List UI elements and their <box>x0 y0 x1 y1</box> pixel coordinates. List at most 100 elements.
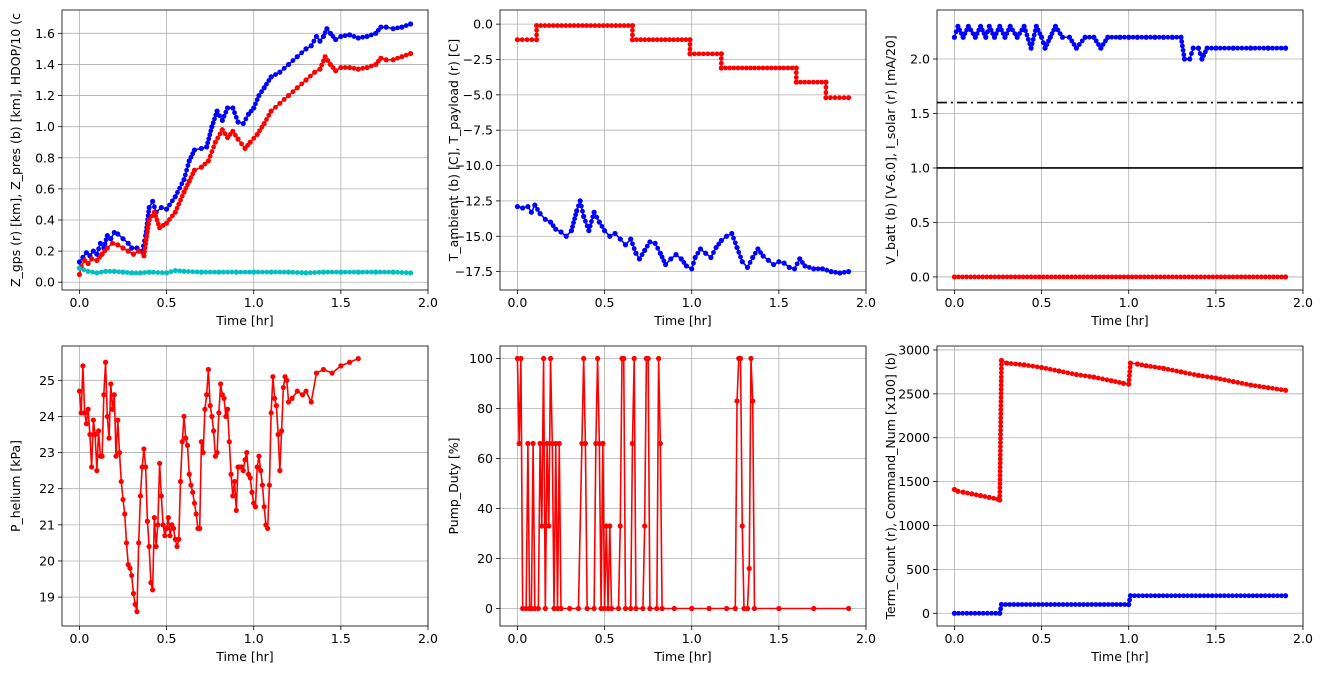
data-point <box>191 147 198 153</box>
data-point <box>1038 364 1045 371</box>
y-axis-label: P_helium [kPa] <box>8 440 23 532</box>
y-tick-label: 1000 <box>898 518 930 533</box>
data-point <box>1246 274 1252 280</box>
y-tick-label: 0.6 <box>35 181 55 196</box>
data-point <box>798 79 803 85</box>
data-point <box>662 261 669 268</box>
data-point <box>159 270 165 276</box>
data-point <box>211 144 217 150</box>
y-tick-label: −17.5 <box>455 264 493 279</box>
data-point <box>1239 380 1245 386</box>
data-point <box>687 37 693 43</box>
data-point <box>307 73 313 79</box>
data-point <box>621 355 627 362</box>
data-point <box>746 565 752 572</box>
x-tick-label: 1.5 <box>769 295 789 310</box>
data-point <box>205 366 211 373</box>
data-point <box>1028 45 1034 51</box>
data-point <box>962 31 968 37</box>
data-point <box>617 23 623 28</box>
data-point <box>155 221 161 227</box>
data-point <box>535 605 541 612</box>
x-tick-label: 1.5 <box>1206 631 1226 646</box>
data-point <box>212 269 217 275</box>
data-point <box>696 51 702 57</box>
data-point <box>1127 593 1134 599</box>
data-point <box>645 355 651 362</box>
series-red <box>951 357 1289 503</box>
data-point <box>1127 369 1133 374</box>
data-point <box>151 515 157 521</box>
data-point <box>534 37 540 43</box>
x-tick-label: 0.0 <box>69 295 89 310</box>
data-point <box>407 270 414 276</box>
y-tick-label: 0.4 <box>35 213 55 228</box>
data-point <box>148 580 154 586</box>
data-point <box>185 269 191 274</box>
data-point <box>973 492 979 498</box>
data-point <box>266 482 272 488</box>
data-point <box>683 37 689 43</box>
y-tick-label: 20 <box>477 551 493 566</box>
data-point <box>571 220 576 226</box>
data-point <box>732 605 738 612</box>
data-point <box>546 23 552 28</box>
series-red <box>76 50 414 278</box>
data-point <box>153 213 159 219</box>
data-point <box>137 270 144 276</box>
data-point <box>111 268 117 274</box>
axes-frame <box>61 345 429 627</box>
data-point <box>141 253 147 259</box>
data-point <box>312 69 318 75</box>
data-point <box>837 95 842 101</box>
data-point <box>1258 593 1264 599</box>
data-point <box>167 217 172 222</box>
data-point <box>621 23 627 28</box>
series-line <box>516 357 849 610</box>
data-point <box>144 518 150 524</box>
plot-area <box>951 23 1289 280</box>
y-tick-label: 100 <box>469 351 493 366</box>
data-point <box>76 271 83 278</box>
y-tick-label: 1.4 <box>35 57 55 72</box>
data-point <box>211 428 217 434</box>
data-point <box>188 154 194 160</box>
data-point <box>984 610 990 616</box>
data-point <box>334 269 339 275</box>
data-point <box>711 250 716 255</box>
data-point <box>1246 593 1252 599</box>
data-point <box>266 112 272 118</box>
data-point <box>313 33 320 40</box>
data-point <box>395 269 400 275</box>
data-point <box>1140 593 1146 599</box>
data-point <box>1174 368 1180 374</box>
y-tick-label: −7.5 <box>463 123 493 138</box>
data-point <box>1089 274 1095 280</box>
data-point <box>1165 34 1171 40</box>
data-point <box>1105 34 1111 40</box>
data-point <box>1008 361 1014 366</box>
series-line <box>78 23 411 263</box>
data-point <box>1091 34 1097 40</box>
data-point <box>802 79 808 85</box>
data-point <box>540 355 547 362</box>
data-point <box>162 533 168 539</box>
data-point <box>964 274 969 280</box>
data-point <box>333 68 339 74</box>
data-point <box>731 65 737 71</box>
data-point <box>1000 274 1006 280</box>
data-point <box>1052 602 1058 607</box>
data-point <box>90 248 96 254</box>
data-point <box>169 213 175 219</box>
data-point <box>567 23 573 28</box>
data-point <box>575 23 581 28</box>
data-point <box>281 269 287 275</box>
data-point <box>1190 45 1196 51</box>
data-point <box>338 269 344 275</box>
data-point <box>773 65 778 71</box>
data-point <box>1032 274 1038 280</box>
data-point <box>1114 602 1119 607</box>
data-point <box>129 245 135 251</box>
data-point <box>320 366 327 373</box>
